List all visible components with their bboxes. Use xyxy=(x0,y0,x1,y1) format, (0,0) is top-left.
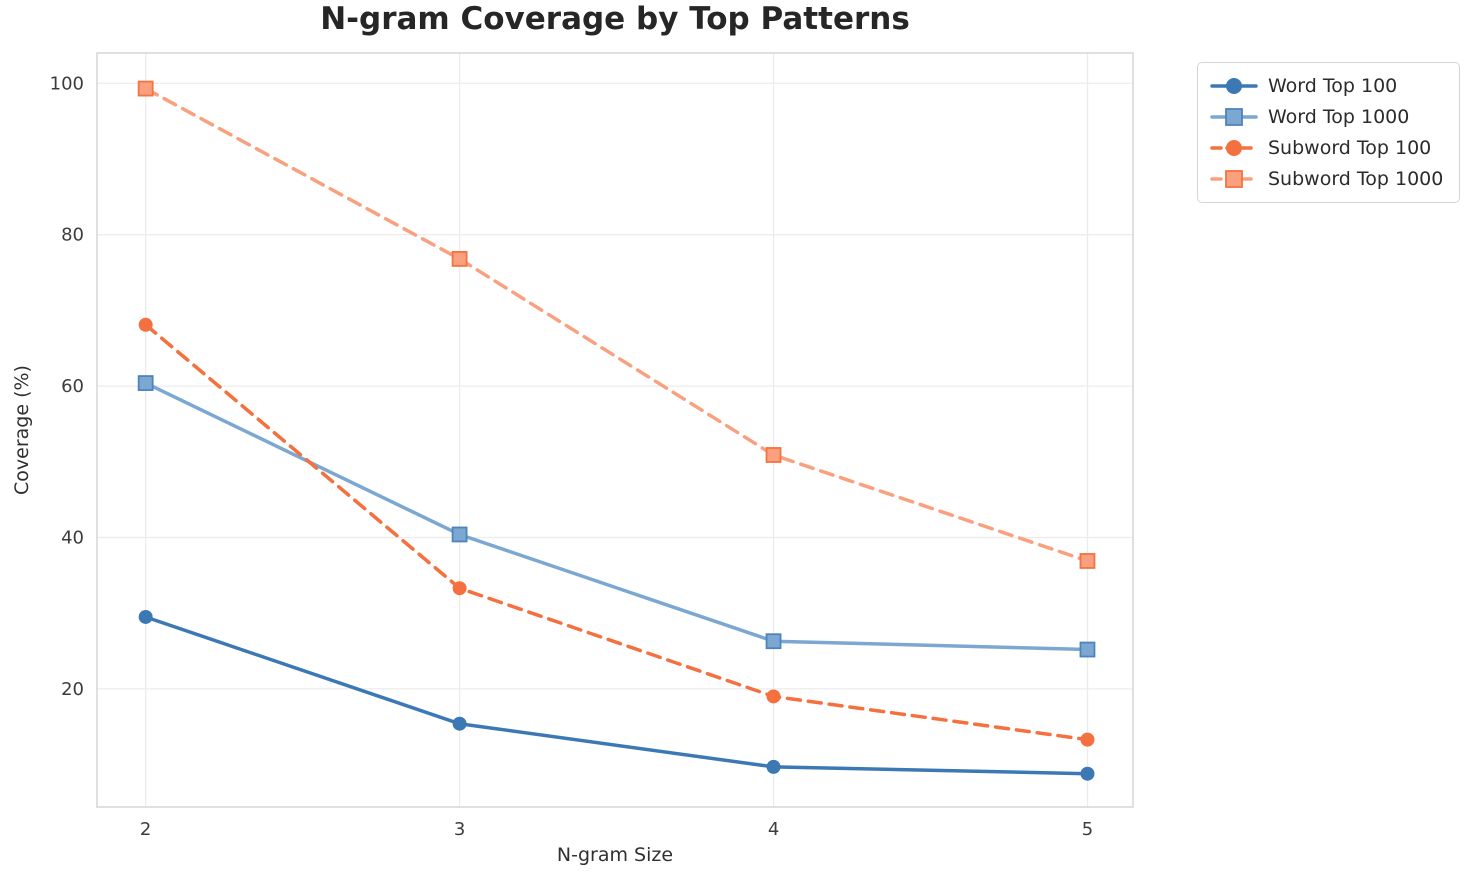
series-marker xyxy=(452,581,467,596)
legend-swatch-marker xyxy=(1225,170,1243,188)
y-tick-label: 40 xyxy=(61,527,84,548)
legend-swatch-marker xyxy=(1226,78,1242,94)
series-line xyxy=(143,615,1090,776)
series-line xyxy=(143,381,1090,652)
series-marker xyxy=(137,80,154,97)
x-tick-label: 3 xyxy=(454,819,465,840)
legend-label: Word Top 1000 xyxy=(1268,106,1410,128)
legend-line-circle-icon xyxy=(1210,78,1258,94)
chart-title: N-gram Coverage by Top Patterns xyxy=(320,1,910,37)
legend-item-subword-top-1000: Subword Top 1000 xyxy=(1210,166,1447,192)
series-marker xyxy=(765,447,782,463)
legend-label: Subword Top 1000 xyxy=(1268,168,1444,190)
y-tick-label: 20 xyxy=(61,679,84,700)
legend-label: Word Top 100 xyxy=(1268,75,1398,97)
series-marker xyxy=(1079,641,1096,658)
legend-label: Subword Top 100 xyxy=(1268,137,1432,159)
series-marker xyxy=(138,609,153,624)
series-marker xyxy=(766,759,781,774)
series-line xyxy=(143,323,1090,742)
y-axis-label: Coverage (%) xyxy=(11,365,33,495)
series-marker xyxy=(138,317,153,332)
series-marker xyxy=(451,251,468,267)
axes-spines xyxy=(96,52,1134,808)
series-marker xyxy=(452,716,467,731)
series-marker xyxy=(1079,553,1096,569)
legend-item-word-top-100: Word Top 100 xyxy=(1210,73,1447,99)
series-marker xyxy=(137,375,154,391)
x-tick-label: 5 xyxy=(1082,819,1093,840)
legend-item-word-top-1000: Word Top 1000 xyxy=(1210,104,1447,130)
x-tick-label: 4 xyxy=(768,819,779,840)
series-marker xyxy=(766,689,781,704)
legend-swatch-marker xyxy=(1225,108,1243,126)
legend: Word Top 100 Word Top 1000 Subword Top 1… xyxy=(1197,62,1460,203)
x-tick-label: 2 xyxy=(140,819,151,840)
series-marker xyxy=(765,633,782,650)
legend-item-subword-top-100: Subword Top 100 xyxy=(1210,135,1447,161)
x-axis-label: N-gram Size xyxy=(556,844,674,866)
series-line xyxy=(143,86,1090,563)
legend-line-square-icon xyxy=(1210,108,1258,126)
y-tick-label: 100 xyxy=(50,73,84,94)
y-tick-label: 60 xyxy=(61,376,84,397)
series-marker xyxy=(1080,766,1095,781)
series-marker xyxy=(1080,732,1095,747)
series-marker xyxy=(451,526,468,543)
legend-dashed-line-square-icon xyxy=(1210,170,1258,188)
legend-dashed-line-circle-icon xyxy=(1210,140,1258,156)
y-tick-label: 80 xyxy=(61,225,84,246)
legend-swatch-marker xyxy=(1226,140,1242,156)
